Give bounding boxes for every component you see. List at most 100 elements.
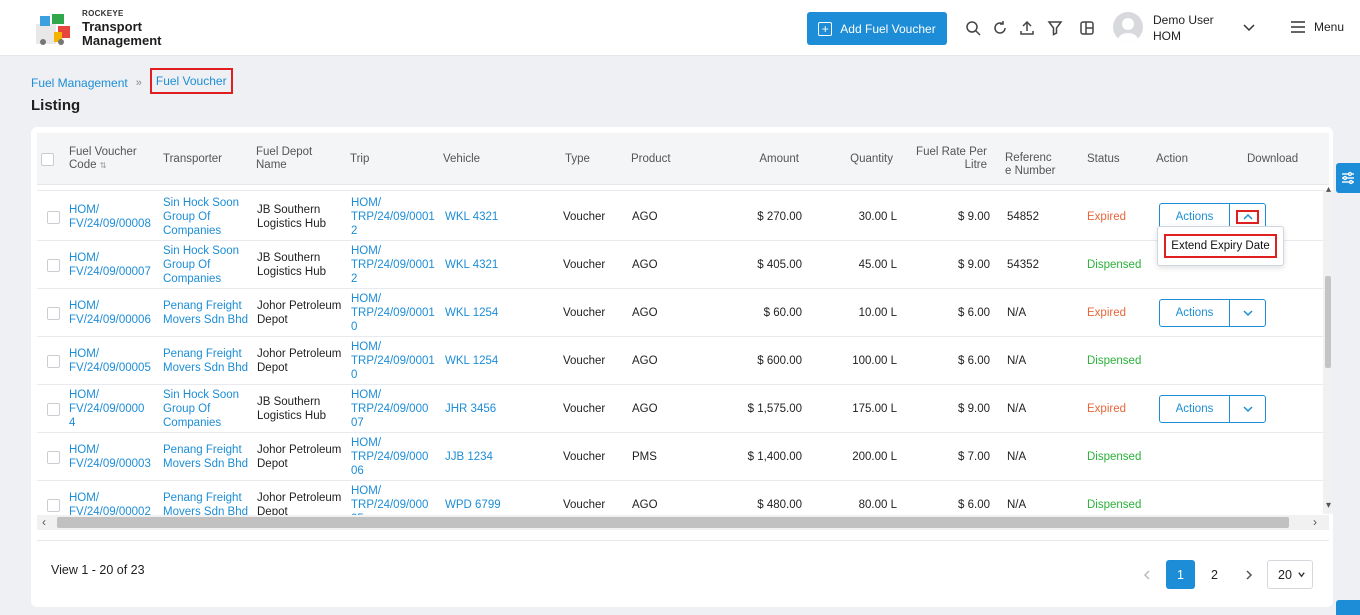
- actions-toggle-button[interactable]: [1230, 396, 1265, 422]
- code-line[interactable]: HOM/: [69, 204, 100, 216]
- trip-line[interactable]: TRP/24/09/0001: [351, 307, 435, 319]
- table-row[interactable]: HOM/FV/24/09/00007 Sin Hock Soon Group Of C…: [37, 241, 1329, 289]
- trip-line[interactable]: HOM/: [351, 197, 382, 209]
- col-transporter[interactable]: Transporter: [163, 152, 223, 165]
- transporter-line[interactable]: Sin Hock Soon: [163, 245, 240, 257]
- trip-line[interactable]: 07: [351, 417, 364, 429]
- transporter-line[interactable]: Movers Sdn Bhd: [163, 506, 249, 515]
- col-status[interactable]: Status: [1087, 152, 1120, 165]
- trip-line[interactable]: 05: [351, 512, 428, 515]
- trip-line[interactable]: 0: [351, 369, 358, 381]
- col-fuel-depot-name[interactable]: Fuel Depot Name: [256, 133, 346, 185]
- col-fuel-rate[interactable]: Fuel Rate Per Litre: [899, 133, 987, 185]
- code-line[interactable]: FV/24/09/00003: [69, 458, 151, 470]
- table-row[interactable]: HOM/FV/24/09/00003 Penang Freight Movers S…: [37, 433, 1329, 481]
- col-type[interactable]: Type: [565, 152, 590, 165]
- col-reference-number[interactable]: Referenc e Number: [1005, 133, 1075, 185]
- scroll-right-arrow-icon[interactable]: ›: [1313, 515, 1317, 529]
- breadcrumb-fuel-voucher[interactable]: Fuel Voucher: [149, 68, 233, 94]
- transporter-line[interactable]: Movers Sdn Bhd: [163, 314, 249, 326]
- vehicle-value[interactable]: JJB 1234: [445, 451, 493, 463]
- vehicle-value[interactable]: WKL 4321: [445, 211, 499, 223]
- transporter-line[interactable]: Group Of: [163, 403, 211, 415]
- trip-line[interactable]: TRP/24/09/000: [351, 499, 429, 511]
- col-quantity[interactable]: Quantity: [850, 152, 893, 165]
- trip-line[interactable]: HOM/: [351, 389, 382, 401]
- table-row[interactable]: HOM/FV/24/09/00005 Penang Freight Movers S…: [37, 337, 1329, 385]
- horizontal-scrollbar[interactable]: ‹ ›: [37, 515, 1329, 530]
- page-2-button[interactable]: 2: [1211, 567, 1218, 582]
- code-line[interactable]: 4: [69, 417, 76, 429]
- transporter-line[interactable]: Group Of: [163, 259, 211, 271]
- trip-line[interactable]: HOM/: [351, 341, 382, 353]
- row-checkbox[interactable]: [47, 258, 60, 272]
- code-line[interactable]: HOM/: [69, 348, 100, 360]
- scroll-down-arrow-icon[interactable]: ▾: [1326, 500, 1332, 511]
- trip-line[interactable]: TRP/24/09/000: [351, 451, 429, 463]
- transporter-line[interactable]: Sin Hock Soon: [163, 389, 240, 401]
- trip-line[interactable]: HOM/: [351, 245, 382, 257]
- row-checkbox[interactable]: [47, 306, 60, 320]
- trip-line[interactable]: 06: [351, 465, 364, 477]
- user-avatar[interactable]: [1113, 12, 1143, 42]
- user-info[interactable]: Demo User HOM: [1153, 12, 1214, 44]
- transporter-line[interactable]: Companies: [163, 273, 222, 285]
- code-line[interactable]: FV/24/09/00002: [69, 506, 151, 515]
- col-amount[interactable]: Amount: [759, 152, 799, 165]
- row-checkbox[interactable]: [47, 354, 60, 368]
- row-checkbox[interactable]: [47, 450, 60, 464]
- code-line[interactable]: HOM/: [69, 300, 100, 312]
- transporter-line[interactable]: Sin Hock Soon: [163, 197, 240, 209]
- trip-line[interactable]: TRP/24/09/0001: [351, 211, 435, 223]
- page-1-button[interactable]: 1: [1166, 560, 1195, 589]
- trip-line[interactable]: TRP/24/09/0001: [351, 355, 435, 367]
- transporter-line[interactable]: Penang Freight: [163, 492, 242, 504]
- settings-side-tab[interactable]: [1336, 163, 1360, 193]
- add-fuel-voucher-button[interactable]: + Add Fuel Voucher: [807, 12, 947, 45]
- refresh-icon[interactable]: [991, 19, 1009, 37]
- code-line[interactable]: FV/24/09/00008: [69, 218, 151, 230]
- vertical-scrollbar[interactable]: [1323, 190, 1333, 514]
- scroll-left-arrow-icon[interactable]: ‹: [42, 515, 46, 529]
- table-row[interactable]: HOM/FV/24/09/00008 Sin Hock Soon Group Of C…: [37, 193, 1329, 241]
- col-product[interactable]: Product: [631, 152, 671, 165]
- upload-icon[interactable]: [1018, 19, 1036, 37]
- transporter-line[interactable]: Companies: [163, 225, 222, 237]
- actions-toggle-button[interactable]: [1230, 204, 1265, 230]
- actions-button[interactable]: Actions: [1160, 204, 1230, 230]
- row-checkbox[interactable]: [47, 498, 60, 512]
- select-all-checkbox[interactable]: [41, 152, 54, 166]
- actions-button[interactable]: Actions: [1160, 300, 1230, 326]
- transporter-line[interactable]: Movers Sdn Bhd: [163, 362, 249, 374]
- horizontal-scroll-thumb[interactable]: [57, 517, 1289, 528]
- table-row[interactable]: HOM/FV/24/09/00006 Penang Freight Movers S…: [37, 289, 1329, 337]
- trip-line[interactable]: TRP/24/09/0001: [351, 259, 435, 271]
- filter-icon[interactable]: [1046, 19, 1064, 37]
- bottom-side-tab[interactable]: [1336, 600, 1360, 615]
- code-line[interactable]: FV/24/09/00005: [69, 362, 151, 374]
- code-line[interactable]: HOM/: [69, 252, 100, 264]
- table-row[interactable]: HOM/FV/24/09/0000 4 Sin Hock Soon Group Of C…: [37, 385, 1329, 433]
- code-line[interactable]: FV/24/09/00006: [69, 314, 151, 326]
- code-line[interactable]: HOM/: [69, 492, 100, 504]
- transporter-line[interactable]: Penang Freight: [163, 348, 242, 360]
- vehicle-value[interactable]: WKL 1254: [445, 307, 499, 319]
- code-line[interactable]: HOM/: [69, 389, 100, 401]
- transporter-line[interactable]: Companies: [163, 417, 222, 429]
- trip-line[interactable]: 2: [351, 273, 358, 285]
- actions-button[interactable]: Actions: [1160, 396, 1230, 422]
- scroll-up-arrow-icon[interactable]: ▴: [1326, 184, 1332, 195]
- transporter-line[interactable]: Movers Sdn Bhd: [163, 458, 249, 470]
- col-fuel-voucher-code[interactable]: Fuel Voucher Code ⇅: [69, 133, 159, 185]
- code-line[interactable]: HOM/: [69, 444, 100, 456]
- page-size-select[interactable]: 20: [1267, 560, 1313, 589]
- trip-line[interactable]: TRP/24/09/000: [351, 403, 429, 415]
- prev-page-button[interactable]: [1134, 560, 1160, 589]
- vehicle-value[interactable]: JHR 3456: [445, 403, 497, 415]
- sort-icon[interactable]: ⇅: [99, 161, 107, 170]
- code-line[interactable]: FV/24/09/0000: [69, 403, 145, 415]
- table-row[interactable]: HOM/FV/24/09/00002 Penang Freight Movers S…: [37, 481, 1329, 515]
- columns-icon[interactable]: [1078, 19, 1096, 37]
- chevron-down-icon[interactable]: [1242, 20, 1256, 34]
- transporter-line[interactable]: Penang Freight: [163, 300, 242, 312]
